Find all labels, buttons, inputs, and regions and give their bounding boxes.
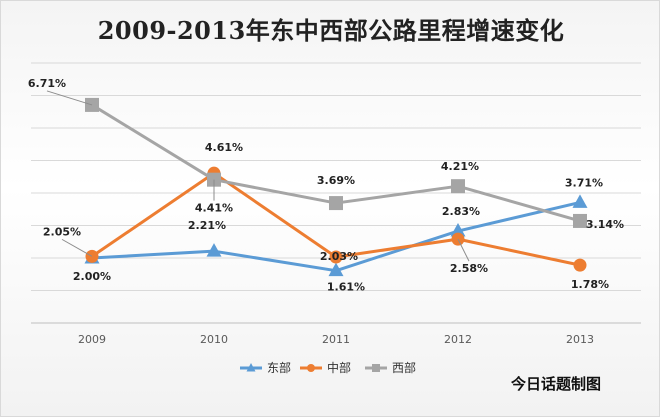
legend-label: 西部 <box>392 360 416 375</box>
data-label: 3.14% <box>586 218 624 231</box>
chart-title: 2009-2013年东中西部公路里程增速变化 <box>97 16 565 45</box>
data-label: 2.21% <box>188 219 226 232</box>
data-label: 4.41% <box>195 202 233 215</box>
data-label: 6.71% <box>28 77 66 90</box>
data-label: 3.69% <box>317 174 355 187</box>
data-point <box>206 243 222 257</box>
data-label: 3.71% <box>565 176 603 189</box>
data-label: 2.05% <box>43 225 81 238</box>
data-point <box>328 262 344 277</box>
data-label: 2.83% <box>442 205 480 218</box>
data-label-leader <box>61 238 93 257</box>
legend-marker <box>372 364 380 372</box>
legend-label: 东部 <box>267 360 291 375</box>
legend-label: 中部 <box>327 360 351 375</box>
data-label: 2.03% <box>320 250 358 263</box>
data-point <box>329 250 343 264</box>
data-point <box>329 196 343 211</box>
data-point <box>573 258 587 272</box>
x-tick-label: 2013 <box>566 333 594 346</box>
x-tick-label: 2010 <box>200 333 228 346</box>
x-tick-label: 2012 <box>444 333 472 346</box>
data-label: 1.78% <box>571 278 609 291</box>
data-label: 2.58% <box>450 262 488 275</box>
data-label-leader <box>457 238 470 262</box>
x-tick-label: 2009 <box>78 333 106 346</box>
x-tick-label: 2011 <box>322 333 350 346</box>
data-point <box>450 223 466 237</box>
data-label-leader <box>46 90 93 106</box>
legend-marker <box>307 364 315 372</box>
data-point <box>451 179 465 194</box>
legend-marker <box>246 363 256 372</box>
data-label: 4.21% <box>441 160 479 173</box>
data-point <box>572 194 588 208</box>
data-label: 4.61% <box>205 141 243 154</box>
data-label: 2.00% <box>73 270 111 283</box>
caption-text: 今日话题制图 <box>510 375 601 393</box>
data-point <box>573 213 587 228</box>
data-label: 1.61% <box>327 281 365 294</box>
